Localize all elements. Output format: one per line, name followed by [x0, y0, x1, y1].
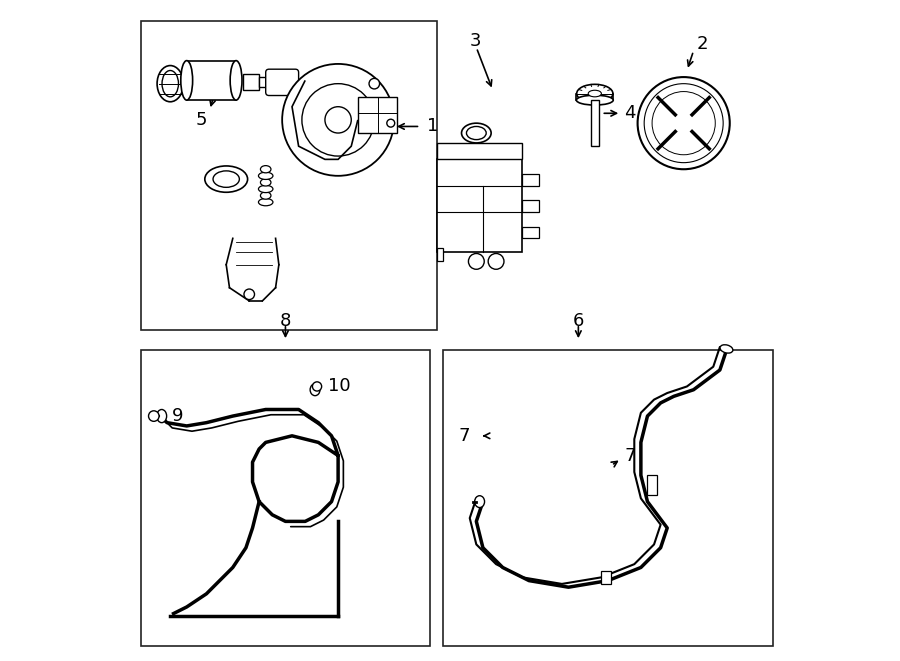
Circle shape: [148, 410, 159, 421]
Ellipse shape: [258, 185, 273, 192]
Ellipse shape: [205, 166, 248, 192]
Text: 7: 7: [458, 427, 470, 445]
Circle shape: [652, 92, 716, 155]
Bar: [436, 143, 522, 159]
Bar: [140, 21, 436, 330]
FancyBboxPatch shape: [266, 69, 299, 96]
Circle shape: [468, 253, 484, 269]
Circle shape: [488, 253, 504, 269]
Ellipse shape: [181, 61, 193, 100]
Ellipse shape: [157, 409, 166, 422]
Ellipse shape: [260, 192, 271, 199]
Text: 6: 6: [572, 311, 584, 330]
Bar: [647, 475, 657, 495]
Bar: [259, 77, 273, 87]
Text: 3: 3: [470, 32, 482, 50]
Ellipse shape: [260, 166, 271, 173]
Circle shape: [387, 119, 395, 127]
Bar: [436, 159, 522, 252]
Ellipse shape: [162, 71, 178, 97]
Ellipse shape: [158, 65, 184, 102]
Ellipse shape: [230, 61, 242, 100]
Text: 10: 10: [328, 377, 351, 395]
Ellipse shape: [474, 496, 484, 508]
Bar: [522, 174, 539, 186]
Bar: [140, 350, 430, 646]
Circle shape: [244, 289, 255, 299]
Ellipse shape: [577, 85, 613, 102]
Text: 8: 8: [280, 311, 291, 330]
Bar: [436, 249, 444, 261]
Ellipse shape: [310, 384, 320, 396]
Bar: [522, 200, 539, 212]
Bar: [243, 74, 259, 91]
Circle shape: [674, 113, 694, 133]
Ellipse shape: [462, 123, 491, 143]
Text: 7: 7: [625, 447, 636, 465]
Ellipse shape: [720, 345, 733, 353]
Circle shape: [312, 382, 321, 391]
Circle shape: [369, 79, 380, 89]
Bar: [591, 100, 599, 146]
Circle shape: [637, 77, 730, 169]
Ellipse shape: [213, 171, 239, 187]
Bar: [186, 61, 236, 100]
Ellipse shape: [258, 173, 273, 179]
Circle shape: [325, 106, 351, 133]
Text: 5: 5: [195, 111, 207, 129]
Text: 4: 4: [625, 104, 636, 122]
Circle shape: [283, 64, 394, 176]
Ellipse shape: [260, 178, 271, 186]
Ellipse shape: [576, 95, 613, 105]
Bar: [522, 227, 539, 239]
Ellipse shape: [466, 126, 486, 139]
Text: 1: 1: [427, 118, 438, 136]
Text: 9: 9: [172, 407, 183, 425]
Circle shape: [302, 84, 374, 156]
Text: 2: 2: [697, 35, 708, 53]
Bar: [444, 350, 772, 646]
Ellipse shape: [589, 91, 601, 97]
Bar: [601, 570, 611, 584]
Circle shape: [644, 84, 724, 163]
Ellipse shape: [258, 198, 273, 206]
Bar: [358, 97, 397, 133]
